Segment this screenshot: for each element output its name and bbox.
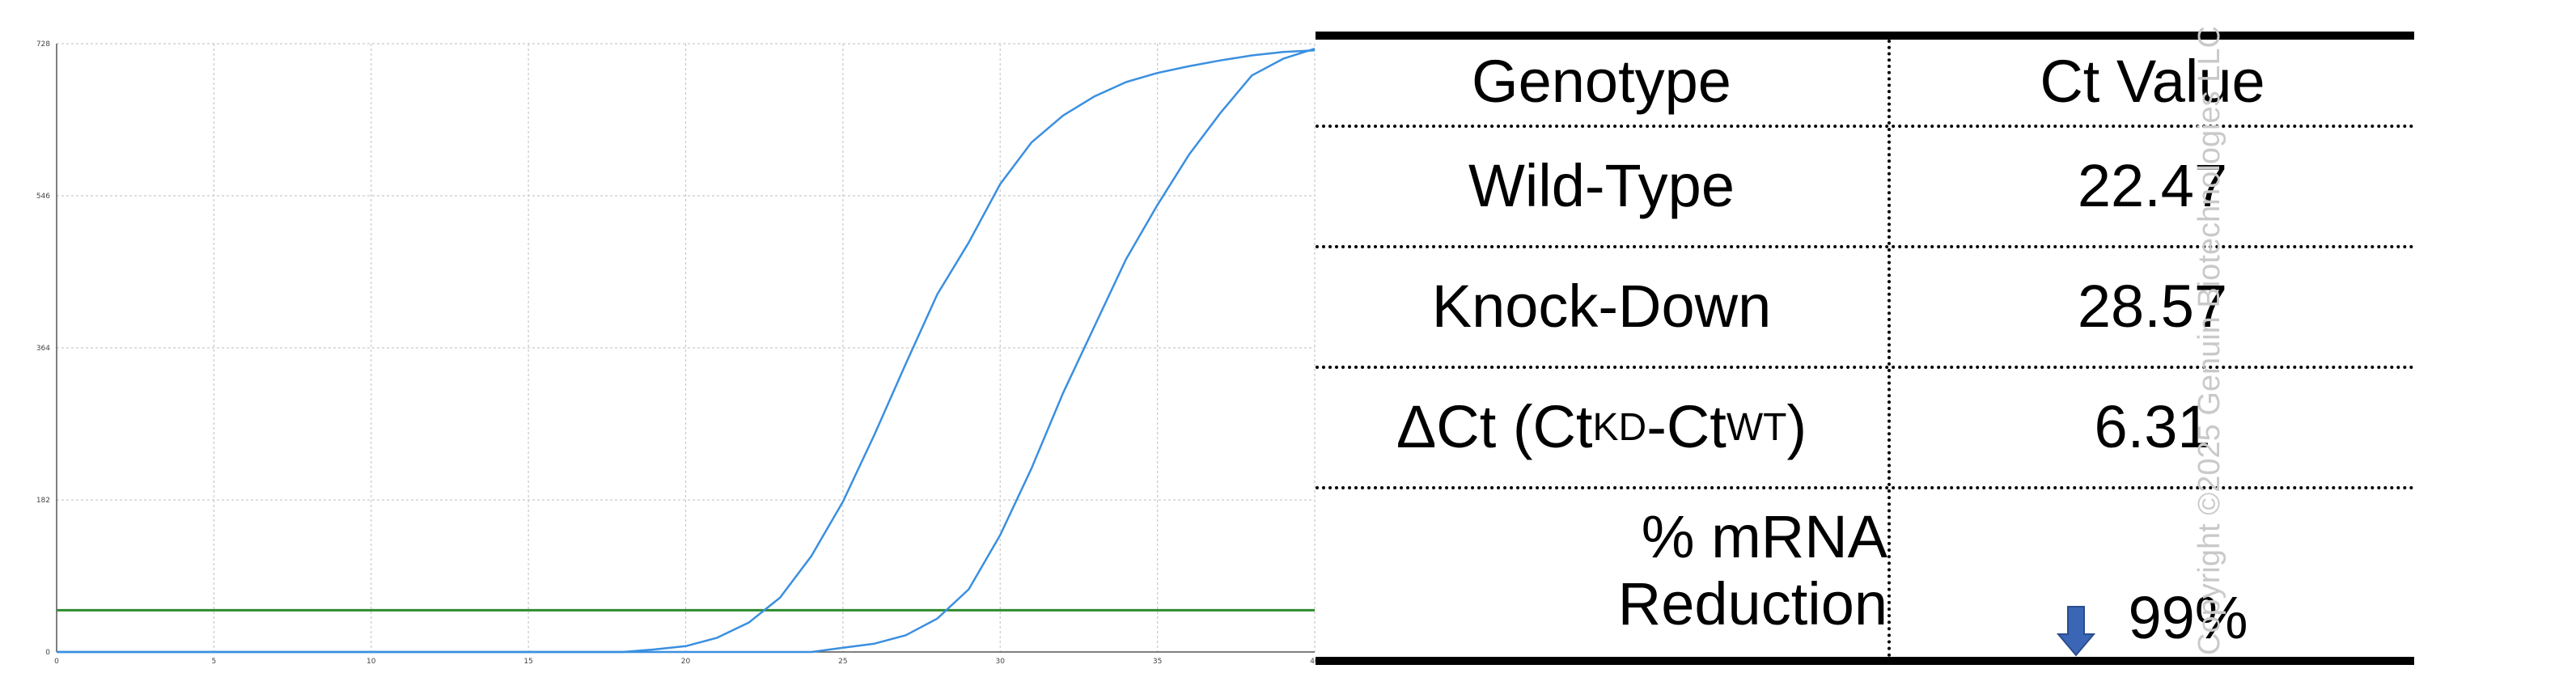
- table-row: % mRNA Reduction 99%: [1316, 489, 2414, 657]
- delta-ct-main: ΔCt (Ct: [1396, 393, 1593, 461]
- x-tick-label: 15: [523, 658, 532, 663]
- header-ct-value: Ct Value: [2040, 48, 2265, 116]
- row-value-wild-type: 22.47: [2077, 152, 2228, 220]
- y-tick-label: 364: [36, 345, 50, 353]
- row-label-mrna-reduction: % mRNA Reduction: [1316, 489, 1891, 657]
- delta-ct-sub-wt: WT: [1726, 405, 1787, 449]
- row-value-knock-down: 28.57: [2077, 273, 2228, 341]
- x-tick-label: 25: [838, 658, 847, 663]
- table-header-row: Genotype Ct Value: [1316, 40, 2414, 128]
- mrna-label-line1: % mRNA: [1641, 502, 1888, 570]
- table-row: ΔCt (Ct KD -Ct WT) 6.31: [1316, 369, 2414, 489]
- row-value-delta-ct: 6.31: [2094, 393, 2211, 461]
- row-label-delta-ct: ΔCt (Ct KD -Ct WT): [1316, 369, 1891, 486]
- x-tick-label: 10: [366, 658, 376, 663]
- delta-ct-close: ): [1786, 393, 1807, 461]
- row-value-mrna-reduction: 99%: [1891, 489, 2414, 657]
- down-arrow-icon: [2057, 606, 2096, 657]
- copyright-watermark: Copyright ©2025 Genuin Biotechnologies L…: [2193, 26, 2226, 655]
- delta-ct-sub-kd: KD: [1592, 405, 1647, 449]
- ct-value-table: Genotype Ct Value Wild-Type 22.47 Knock-…: [1316, 32, 2414, 665]
- table-row: Knock-Down 28.57: [1316, 248, 2414, 369]
- delta-ct-dash: -Ct: [1646, 393, 1727, 461]
- x-tick-label: 0: [54, 658, 59, 663]
- table-top-rule: [1316, 32, 2414, 40]
- x-tick-label: 20: [681, 658, 691, 663]
- series-line-2: [57, 48, 1316, 654]
- y-tick-label: 0: [45, 649, 50, 657]
- mrna-reduction-value: 99%: [2128, 584, 2248, 652]
- x-tick-label: 40: [1310, 658, 1319, 663]
- table-row: Wild-Type 22.47: [1316, 128, 2414, 248]
- row-label-wild-type: Wild-Type: [1316, 128, 1891, 245]
- x-tick-label: 5: [212, 658, 217, 663]
- y-tick-label: 546: [36, 193, 50, 201]
- header-genotype: Genotype: [1316, 40, 1891, 125]
- table-bottom-rule: [1316, 657, 2414, 665]
- y-tick-label: 728: [36, 40, 50, 49]
- row-label-knock-down: Knock-Down: [1316, 248, 1891, 366]
- y-tick-label: 182: [36, 497, 50, 505]
- amplification-chart: 0 5 10 15 20 25 30 35 40 0 182 364 546 728: [36, 40, 1319, 663]
- mrna-label-line2: Reduction: [1617, 569, 1888, 637]
- x-tick-label: 35: [1153, 658, 1162, 663]
- x-tick-label: 30: [996, 658, 1006, 663]
